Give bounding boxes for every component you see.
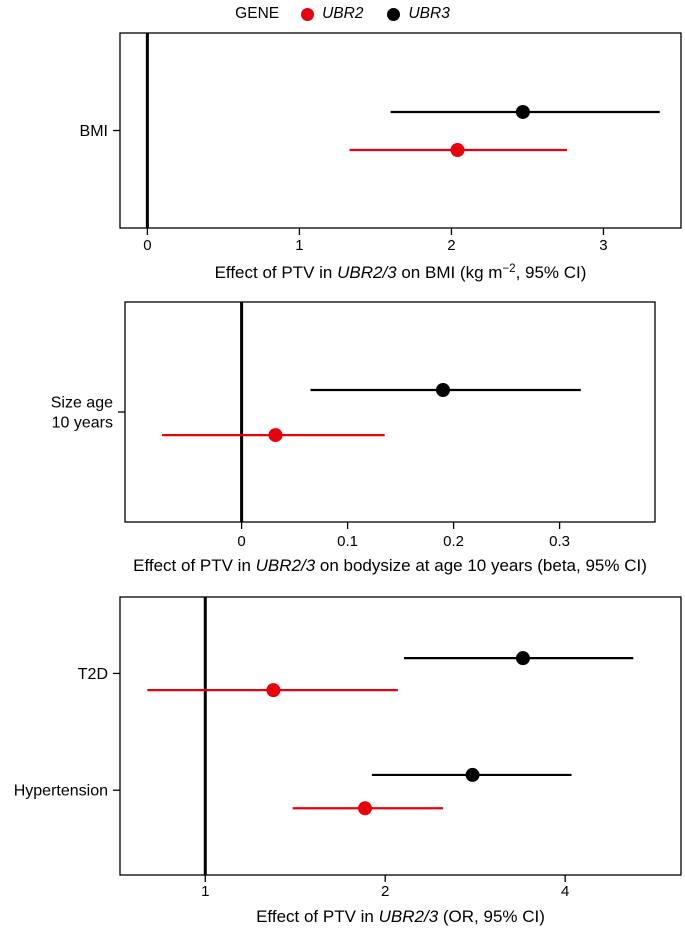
ubr3-dot-icon — [387, 7, 401, 21]
x-tick-label: 4 — [561, 883, 569, 900]
x-tick-label: 0.1 — [337, 533, 358, 550]
x-tick-label: 2 — [447, 237, 455, 254]
row-label: BMI — [80, 123, 108, 140]
plot-border — [119, 596, 682, 876]
x-tick-label: 0.2 — [443, 533, 464, 550]
legend-item-ubr3: UBR3 — [387, 5, 450, 23]
x-tick-label: 1 — [295, 237, 303, 254]
panel-2-svg: 0 0.1 0.2 0.3 Size age 10 years Effect of PTV … — [51, 301, 656, 575]
point-ubr2 — [357, 801, 372, 816]
x-axis-label: Effect of PTV in UBR2/3 on BMI (kg m−2, … — [215, 263, 587, 282]
plot-border — [119, 32, 682, 229]
row-label: Hypertension — [14, 783, 108, 800]
point-ubr2 — [266, 683, 281, 698]
row-label: T2D — [78, 666, 108, 683]
point-ubr3 — [515, 104, 530, 119]
row-label: Size age 10 years — [51, 395, 113, 432]
point-ubr3 — [515, 651, 530, 666]
gene-legend: GENE UBR2 UBR3 — [0, 0, 685, 28]
x-axis-label: Effect of PTV in UBR2/3 (OR, 95% CI) — [256, 907, 545, 926]
legend-item-ubr2: UBR2 — [301, 5, 363, 23]
x-tick-label: 0.3 — [549, 533, 570, 550]
x-tick-label: 0 — [237, 533, 245, 550]
ubr3-label: UBR3 — [408, 5, 450, 22]
point-ubr2 — [450, 143, 465, 157]
x-tick-label: 3 — [599, 237, 607, 254]
x-tick-label: 0 — [143, 237, 151, 254]
legend-title: GENE — [235, 5, 280, 22]
point-ubr2 — [268, 428, 283, 443]
plot-border — [124, 301, 656, 523]
ubr2-label: UBR2 — [322, 5, 364, 22]
ubr2-dot-icon — [301, 7, 315, 21]
point-ubr3 — [465, 767, 480, 782]
point-ubr3 — [436, 383, 450, 397]
panel-1-svg: 0 1 2 3 BMI Effect of PTV in UBR2/3 on BMI (k… — [80, 32, 682, 282]
x-tick-label: 1 — [201, 883, 209, 900]
panel-3-svg: 1 2 4 T2D Hypertension Effect of PTV in UBR2/… — [14, 596, 682, 926]
x-axis-label: Effect of PTV in UBR2/3 on bodysize at a… — [133, 556, 647, 575]
x-tick-label: 2 — [381, 883, 389, 900]
